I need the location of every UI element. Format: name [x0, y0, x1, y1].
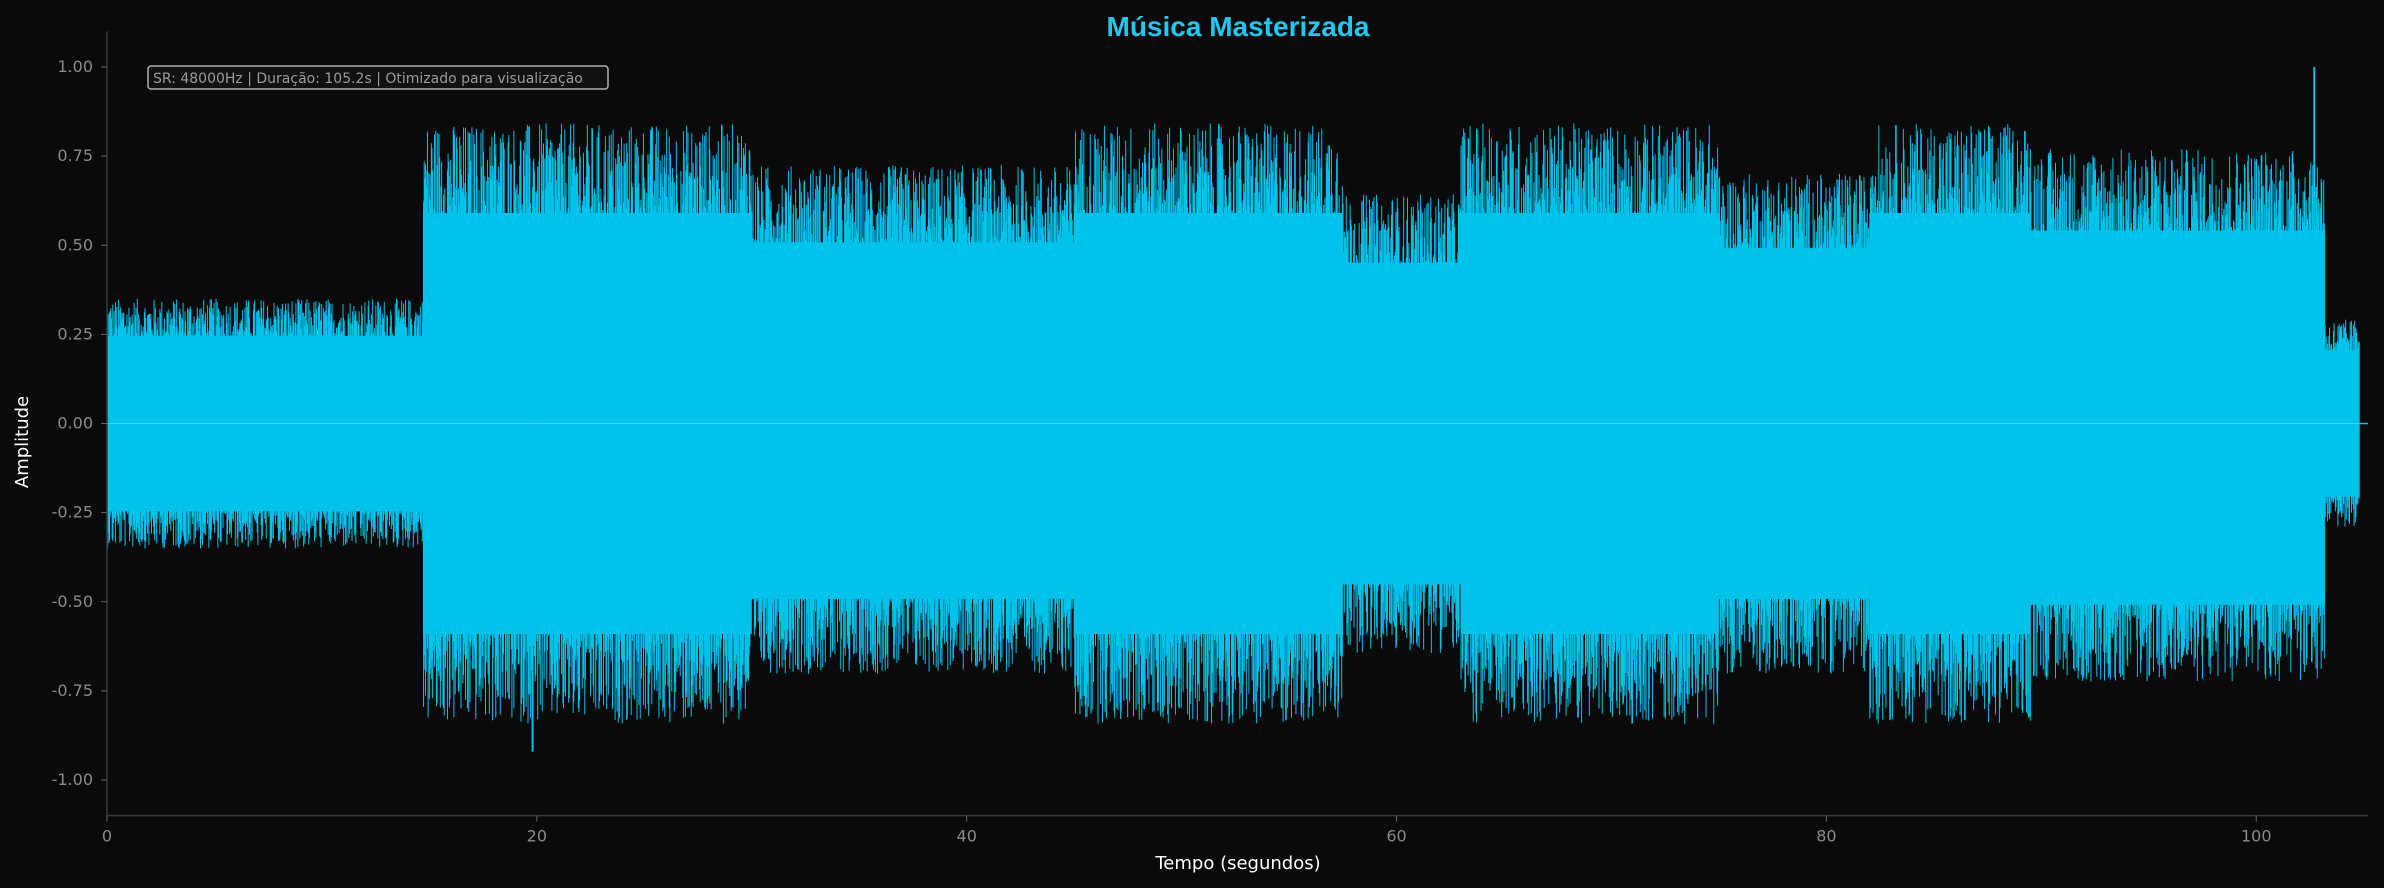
- x-tick-label: 40: [957, 827, 977, 846]
- y-tick-label: 0.25: [57, 324, 93, 343]
- x-tick-label: 20: [527, 827, 547, 846]
- y-tick-label: 0.00: [57, 414, 93, 433]
- x-axis-ticks: 0 20 40 60 80 100: [102, 815, 2272, 846]
- y-tick-label: -0.75: [52, 681, 93, 700]
- x-tick-label: 0: [102, 827, 112, 846]
- x-axis-label: Tempo (segundos): [1154, 853, 1320, 874]
- y-tick-label: -0.25: [52, 503, 93, 522]
- info-box-text: SR: 48000Hz | Duração: 105.2s | Otimizad…: [153, 71, 583, 87]
- info-box-frame: [147, 65, 609, 90]
- info-box: SR: 48000Hz | Duração: 105.2s | Otimizad…: [147, 65, 609, 90]
- y-tick-label: -1.00: [52, 770, 93, 789]
- x-tick-label: 80: [1816, 827, 1836, 846]
- y-tick-label: 1.00: [57, 57, 93, 76]
- y-tick-label: -0.50: [52, 592, 93, 611]
- x-tick-label: 100: [2241, 827, 2272, 846]
- waveform-series: [106, 67, 2368, 752]
- y-axis-label: Amplitude: [12, 396, 33, 488]
- chart-title: Música Masterizada: [1107, 11, 1370, 42]
- y-tick-label: 0.75: [57, 146, 93, 165]
- y-tick-label: 0.50: [57, 235, 93, 254]
- y-axis-ticks: -1.00 -0.75 -0.50 -0.25 0.00 0.25 0.50 0.75 1.00: [52, 57, 107, 789]
- x-tick-label: 60: [1386, 827, 1406, 846]
